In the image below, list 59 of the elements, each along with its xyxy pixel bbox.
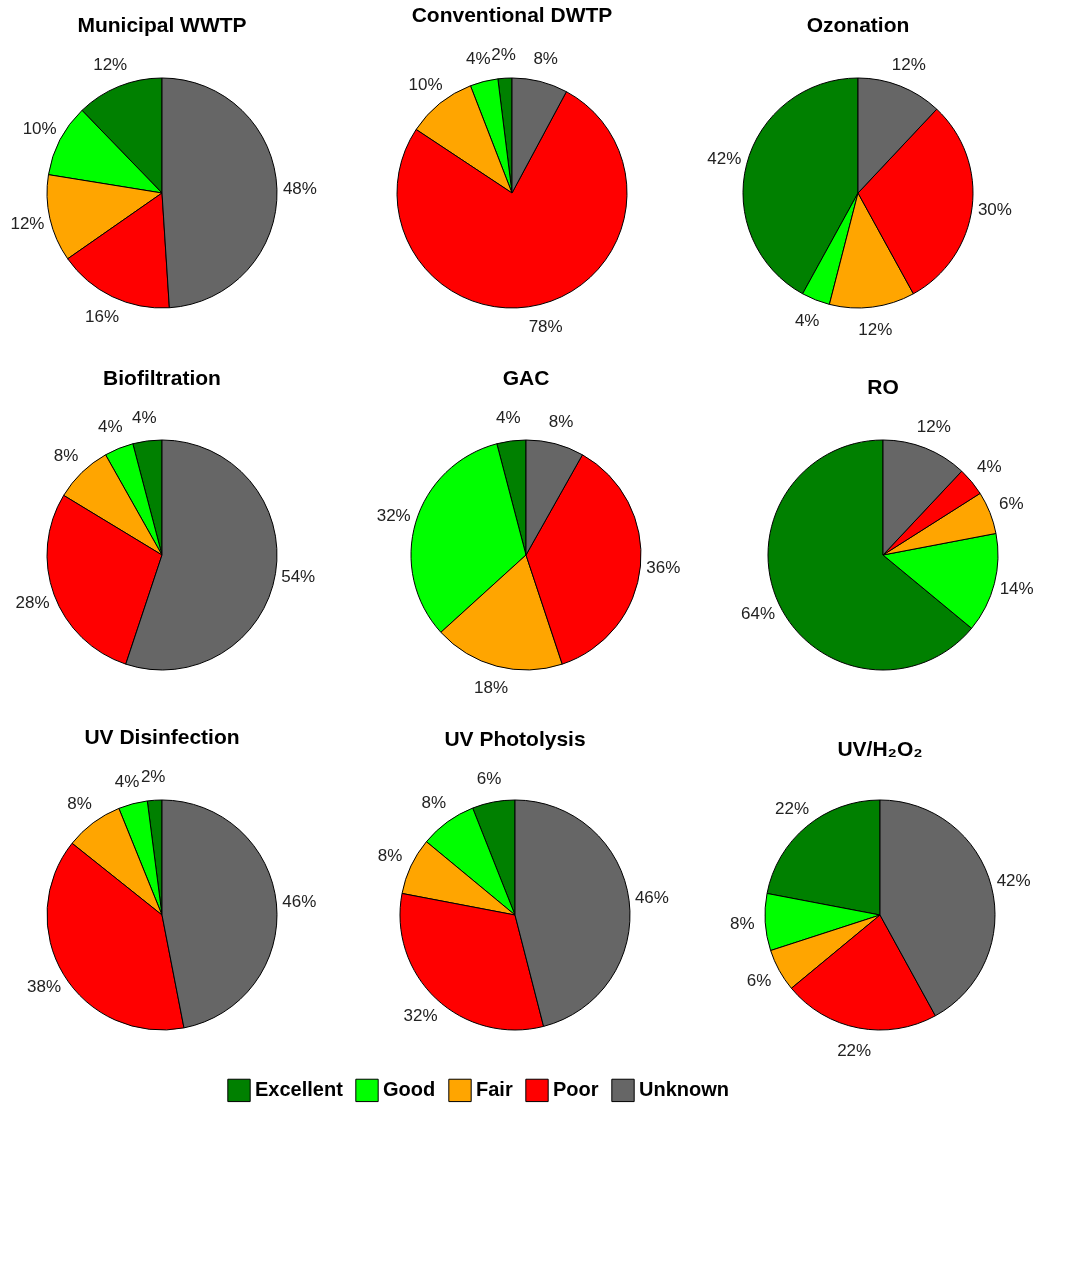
data-label: 36%	[646, 558, 681, 578]
chart-title: Municipal WWTP	[77, 13, 247, 37]
chart-title: UV/H₂O₂	[837, 737, 923, 760]
data-label: 10%	[22, 119, 57, 139]
data-label: 6%	[746, 971, 772, 991]
data-label: 6%	[999, 494, 1024, 514]
legend-label: Excellent	[255, 1078, 344, 1101]
data-label: 32%	[376, 505, 411, 525]
chart-title: Ozonation	[806, 12, 910, 36]
data-label: 4%	[97, 417, 123, 437]
data-label: 12%	[916, 416, 951, 436]
data-label: 42%	[996, 870, 1031, 890]
chart-title: Conventional DWTP	[411, 3, 613, 27]
data-label: 6%	[476, 769, 502, 789]
data-label: 8%	[53, 445, 79, 465]
data-label: 30%	[977, 200, 1012, 220]
data-label: 54%	[281, 567, 316, 587]
data-label: 18%	[473, 678, 509, 698]
data-label: 16%	[85, 307, 120, 327]
data-label: 32%	[403, 1005, 438, 1025]
data-label: 12%	[858, 319, 893, 339]
data-label: 10%	[408, 75, 443, 95]
data-label: 8%	[421, 793, 447, 813]
chart-title: UV Disinfection	[84, 725, 240, 749]
chart-title: UV Photolysis	[444, 727, 586, 751]
data-label: 22%	[775, 798, 810, 818]
legend-label: Good	[383, 1078, 436, 1101]
data-label: 42%	[707, 148, 742, 168]
data-label: 8%	[67, 794, 92, 814]
data-label: 28%	[15, 592, 50, 612]
data-label: 46%	[634, 887, 669, 907]
data-label: 4%	[466, 49, 491, 69]
data-label: 64%	[741, 603, 776, 623]
data-label: 4%	[977, 457, 1002, 477]
chart-title: Biofiltration	[103, 366, 221, 390]
data-label: 22%	[837, 1040, 872, 1060]
data-label: 4%	[794, 311, 820, 331]
data-label: 78%	[528, 316, 563, 336]
data-label: 38%	[26, 976, 62, 996]
data-label: 4%	[132, 408, 157, 428]
data-label: 12%	[10, 213, 45, 233]
data-label: 12%	[891, 54, 926, 74]
chart-title: GAC	[502, 366, 550, 390]
data-label: 2%	[491, 45, 516, 65]
chart-title: RO	[867, 374, 899, 398]
data-label: 48%	[282, 178, 317, 198]
data-label: 8%	[729, 913, 755, 933]
data-label: 2%	[140, 767, 166, 787]
data-label: 8%	[548, 411, 574, 431]
data-label: 14%	[999, 579, 1034, 599]
legend-label: Fair	[476, 1078, 513, 1101]
legend-label: Poor	[553, 1078, 599, 1101]
data-label: 8%	[377, 846, 403, 866]
data-label: 46%	[282, 891, 317, 911]
legend-label: Unknown	[639, 1078, 729, 1101]
data-label: 4%	[114, 771, 140, 791]
data-label: 4%	[496, 408, 521, 428]
data-label: 8%	[533, 49, 558, 69]
data-label: 12%	[93, 55, 128, 75]
